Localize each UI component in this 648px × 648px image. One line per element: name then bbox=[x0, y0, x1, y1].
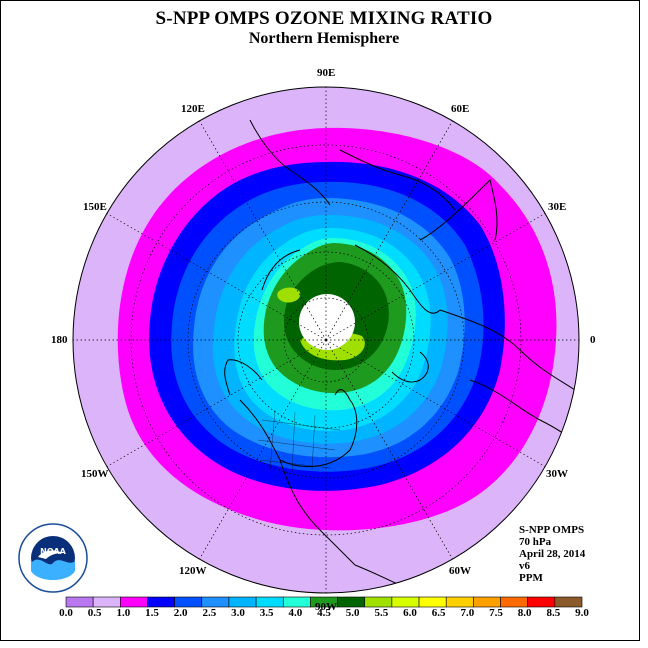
map-boundary bbox=[72, 86, 580, 594]
region-5.5-6.0-b bbox=[277, 287, 301, 303]
colorbar-swatch-17 bbox=[527, 596, 556, 608]
info-instrument: S-NPP OMPS bbox=[519, 524, 585, 536]
colorbar-swatch-14 bbox=[445, 596, 474, 608]
page-subtitle: Northern Hemisphere bbox=[248, 30, 400, 47]
colorbar-label-12: 6.0 bbox=[403, 607, 417, 619]
colorbar-label-7: 3.5 bbox=[259, 607, 274, 619]
coast-north-america-east bbox=[239, 389, 358, 468]
colorbar-label-6: 3.0 bbox=[231, 607, 245, 619]
colorbar-label-9: 4.5 bbox=[317, 607, 331, 619]
info-version: v6 bbox=[519, 560, 530, 572]
colorbar bbox=[65, 596, 583, 608]
longitude-label-180: 180 bbox=[51, 334, 68, 346]
longitude-label-90w: 90W bbox=[315, 601, 337, 613]
colorbar-swatch-0 bbox=[65, 596, 94, 608]
coastlines bbox=[224, 119, 579, 593]
longitude-label-60w: 60W bbox=[449, 565, 471, 577]
coast-russia-arctic bbox=[354, 244, 441, 314]
longitude-label-0: 0 bbox=[590, 334, 596, 346]
pole-missing-data bbox=[299, 294, 355, 350]
colorbar-swatch-10 bbox=[337, 596, 366, 608]
colorbar-label-2: 1.0 bbox=[116, 607, 131, 619]
longitude-label-150w: 150W bbox=[81, 468, 109, 480]
colorbar-swatch-18 bbox=[554, 596, 583, 608]
colorbar-swatch-6 bbox=[228, 596, 257, 608]
colorbar-swatch-2 bbox=[120, 596, 148, 608]
colorbar-swatch-13 bbox=[418, 596, 447, 608]
colorbar-swatch-15 bbox=[473, 596, 501, 608]
longitude-label-30e: 30E bbox=[548, 201, 567, 213]
noaa-logo: NOAA bbox=[18, 523, 88, 593]
colorbar-label-0: 0.0 bbox=[59, 607, 73, 619]
coast-south-america bbox=[354, 564, 431, 593]
coast-chukotka bbox=[261, 249, 301, 291]
coast-asia-south bbox=[419, 179, 498, 241]
coast-central-america bbox=[279, 459, 356, 566]
coast-asia-northeast bbox=[249, 119, 331, 206]
colorbar-label-14: 7.0 bbox=[460, 607, 475, 619]
colorbar-label-17: 8.5 bbox=[546, 607, 561, 619]
longitude-label-90e: 90E bbox=[317, 67, 336, 79]
info-block: S-NPP OMPS 70 hPa April 28, 2014 v6 PPM bbox=[519, 524, 585, 584]
colorbar-label-11: 5.5 bbox=[374, 607, 389, 619]
longitude-label-120w: 120W bbox=[179, 565, 207, 577]
colorbar-label-5: 2.5 bbox=[202, 607, 217, 619]
page-title: S-NPP OMPS OZONE MIXING RATIO bbox=[155, 8, 493, 29]
colorbar-label-10: 5.0 bbox=[345, 607, 360, 619]
colorbar-swatch-1 bbox=[92, 596, 121, 608]
coast-europe bbox=[439, 309, 576, 391]
figure-frame bbox=[0, 0, 640, 641]
longitude-label-60e: 60E bbox=[451, 103, 470, 115]
colorbar-swatch-16 bbox=[500, 596, 528, 608]
colorbar-label-8: 4.0 bbox=[288, 607, 303, 619]
info-level: 70 hPa bbox=[519, 536, 552, 548]
colorbar-swatch-5 bbox=[201, 596, 230, 608]
ozone-field bbox=[73, 87, 579, 593]
coast-alaska bbox=[224, 359, 263, 396]
colorbar-swatch-11 bbox=[364, 596, 393, 608]
colorbar-swatch-4 bbox=[174, 596, 203, 608]
colorbar-label-4: 2.0 bbox=[173, 607, 188, 619]
longitude-label-120e: 120E bbox=[181, 103, 205, 115]
colorbar-label-18: 9.0 bbox=[575, 607, 589, 619]
longitude-label-150e: 150E bbox=[83, 201, 107, 213]
colorbar-swatch-3 bbox=[147, 596, 175, 608]
colorbar-label-3: 1.5 bbox=[145, 607, 159, 619]
colorbar-label-16: 8.0 bbox=[517, 607, 532, 619]
colorbar-label-1: 0.5 bbox=[87, 607, 102, 619]
colorbar-swatch-8 bbox=[282, 596, 311, 608]
logo-text: NOAA bbox=[40, 547, 66, 556]
info-date: April 28, 2014 bbox=[519, 548, 586, 560]
colorbar-label-13: 6.5 bbox=[431, 607, 446, 619]
colorbar-label-15: 7.5 bbox=[489, 607, 503, 619]
coast-asia-east bbox=[339, 149, 456, 211]
info-units: PPM bbox=[519, 572, 543, 584]
coast-greenland bbox=[391, 351, 429, 383]
longitude-label-30w: 30W bbox=[546, 468, 568, 480]
colorbar-swatch-7 bbox=[255, 596, 284, 608]
state-borders bbox=[257, 409, 341, 473]
colorbar-swatch-12 bbox=[391, 596, 420, 608]
